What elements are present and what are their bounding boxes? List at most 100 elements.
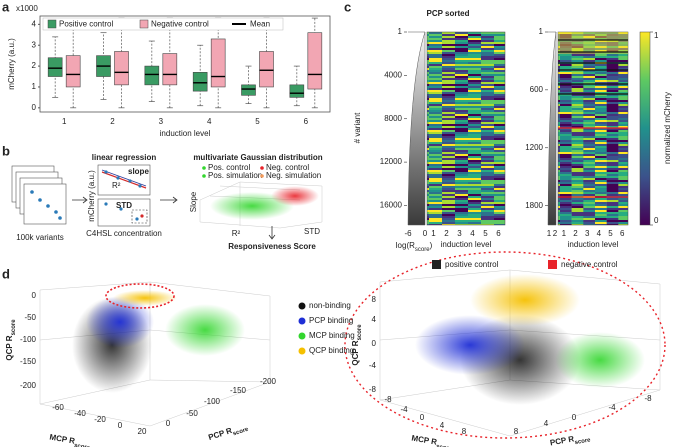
result-label: Responsiveness Score: [228, 242, 316, 251]
panel-label: a: [2, 0, 10, 14]
legend-marker: [260, 166, 264, 170]
axis-tick-label: -4: [400, 405, 408, 414]
box: [307, 32, 323, 90]
panel-label: d: [2, 266, 10, 281]
axis-title: PCP Rscore: [207, 421, 250, 445]
y-tick-label: 4: [32, 19, 37, 28]
legend-swatch: [548, 260, 557, 269]
y-tick-label: 3: [32, 40, 37, 49]
colorbar: [639, 31, 651, 226]
x-tick-label: 2: [110, 117, 115, 126]
axis-title-part: QCP R: [351, 340, 360, 365]
x-axis-title: induction level: [441, 240, 492, 249]
column-label: 3: [457, 229, 462, 238]
axis-title: MCP Rscore: [48, 433, 92, 447]
y-tick-label: 1200: [525, 143, 543, 152]
column-label: 3: [585, 229, 590, 238]
axis-title-part: score: [11, 319, 17, 336]
legend-marker: [298, 332, 306, 340]
heatmap-graphics: [407, 31, 629, 226]
axis-title: QCP Rscore: [351, 324, 362, 366]
axis-tick-label: 0: [166, 419, 171, 428]
axis-tick-label: 8: [514, 427, 519, 436]
axis-tick-label: 4: [372, 315, 377, 324]
legend-swatch: [432, 260, 441, 269]
box: [241, 84, 256, 96]
legend-marker: [202, 166, 206, 170]
axis-tick-label: -200: [20, 381, 37, 390]
scatter-clouds: [39, 251, 666, 439]
y-axis-title: # variant: [353, 112, 362, 143]
axis-title: QCP Rscore: [5, 319, 16, 361]
column-label: 1: [562, 229, 567, 238]
y-tick-label: 1800: [525, 201, 543, 210]
axis-title-part: score: [74, 442, 91, 447]
axis-title-part: PCP R: [207, 426, 233, 442]
axis-tick-label: -50: [24, 313, 36, 322]
axis-title-part: score: [574, 437, 591, 446]
axis-label: mCherry (a.u.): [87, 170, 96, 222]
x-tick-label: 4: [207, 117, 212, 126]
legend-label: Mean: [250, 20, 270, 29]
column-label: 1: [431, 229, 436, 238]
column-label: 2: [444, 229, 449, 238]
legend-box: [42, 17, 284, 31]
axis-tick-label: -60: [52, 403, 64, 412]
y-tick-label: 4000: [384, 70, 402, 79]
axis-tick-label: -8: [369, 385, 377, 394]
heatmap-title: PCP sorted: [427, 9, 470, 18]
score-tick-label: 1: [547, 229, 552, 238]
axis-tick-label: -200: [260, 377, 277, 386]
axis-tick-label: 0: [572, 413, 577, 422]
legend-swatch: [47, 19, 57, 29]
legend-label: positive control: [445, 260, 499, 269]
box: [210, 38, 226, 88]
legend-label: Pos. simulation: [208, 171, 262, 180]
box: [47, 57, 63, 77]
legend-label: Pos. control: [208, 163, 250, 172]
y-multiplier: x1000: [16, 4, 38, 13]
x-tick-label: 3: [159, 117, 164, 126]
legend-label: Neg. simulation: [266, 171, 321, 180]
legend-label: Positive control: [59, 20, 113, 29]
x-axis-title: induction level: [160, 129, 211, 138]
box: [144, 65, 160, 86]
legend-label: MCP binding: [309, 331, 355, 340]
score-axis-title-part: ): [430, 241, 433, 250]
score-tick-label: 0: [423, 229, 428, 238]
axis-tick-label: 0: [372, 339, 377, 348]
score-axis-title-part: score: [415, 247, 430, 253]
axis-title-part: PCP R: [549, 434, 575, 447]
axis-label: Slope: [189, 191, 198, 212]
score-tick-label: -6: [404, 229, 412, 238]
legend-marker: [260, 174, 264, 178]
axis-tick-label: 4: [544, 419, 549, 428]
axis-tick-label: -40: [74, 409, 86, 418]
library-label: 100k variants: [16, 233, 64, 242]
axis-tick-label: 20: [138, 427, 147, 436]
y-tick-label: 600: [530, 85, 544, 94]
axis-title: PCP Rscore: [549, 432, 591, 447]
axis-label: STD: [304, 227, 320, 236]
legend-label: non-binding: [309, 301, 351, 310]
axis-title-part: score: [357, 324, 363, 341]
axis-tick-label: -150: [20, 357, 37, 366]
axis-title-part: score: [232, 426, 250, 437]
axis-title-part: MCP R: [411, 434, 438, 447]
axis-label: R²: [232, 229, 241, 238]
panel-label: b: [2, 143, 10, 158]
x-tick-label: 5: [255, 117, 260, 126]
step-title: multivariate Gaussian distribution: [193, 153, 322, 162]
axis-tick-label: -4: [369, 361, 377, 370]
axis-label: C4HSL concentration: [86, 229, 162, 238]
legend-label: PCP binding: [309, 316, 353, 325]
column-label: 4: [470, 229, 475, 238]
y-tick-label: 12000: [380, 157, 403, 166]
axis-title-part: score: [436, 443, 453, 447]
y-tick-label: 1: [398, 27, 403, 36]
axis-tick-label: 0: [32, 291, 37, 300]
box: [192, 72, 208, 92]
axis-tick-label: -100: [204, 397, 221, 406]
plot-frame: [39, 15, 331, 113]
